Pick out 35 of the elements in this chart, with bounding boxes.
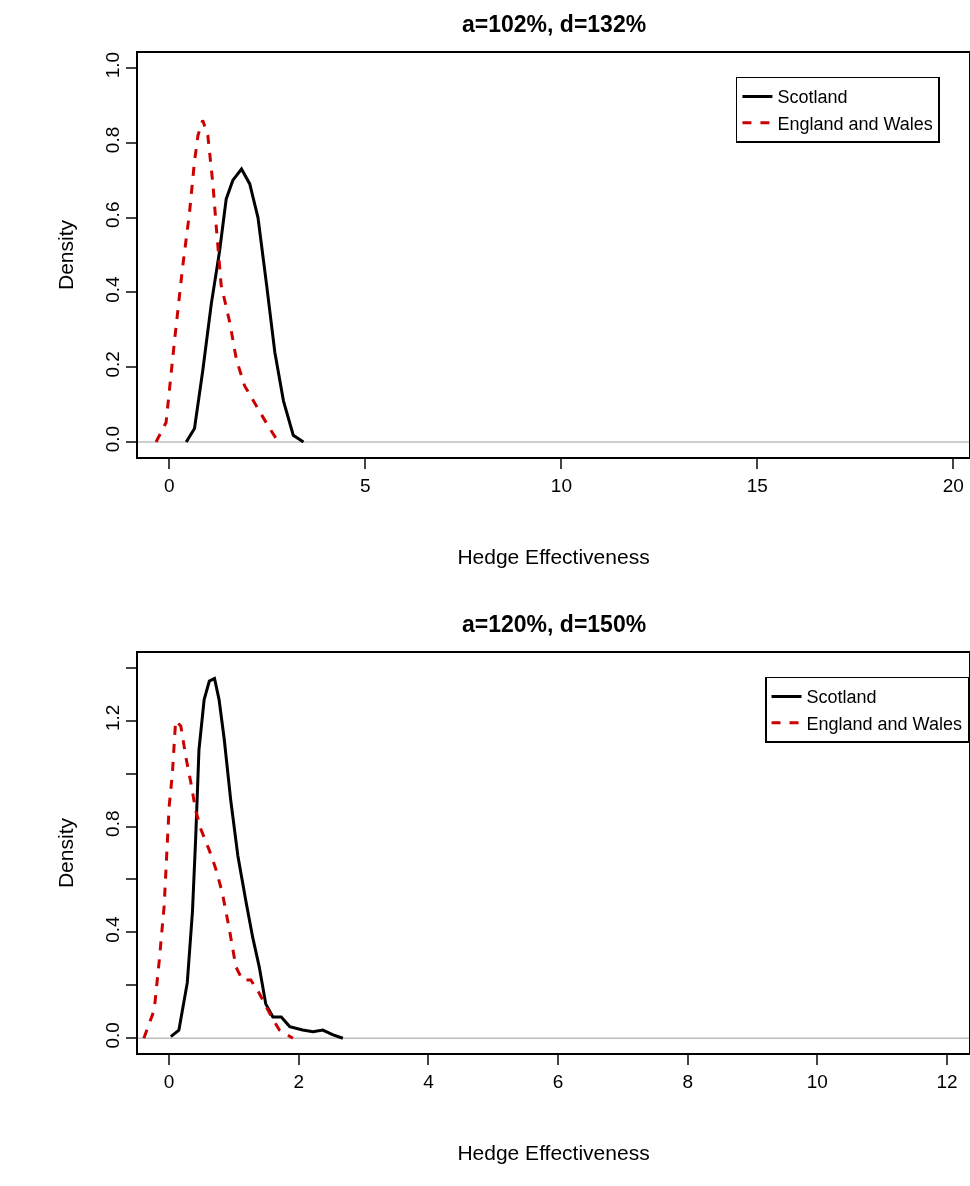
y-tick-label: 0.6 [101, 201, 123, 228]
legend-label: England and Wales [806, 713, 962, 734]
y-tick-label: 0.4 [101, 275, 123, 303]
y-tick-label: 0.0 [101, 1022, 123, 1049]
x-axis-title: Hedge Effectiveness [457, 1141, 650, 1165]
y-tick-label: 0.0 [101, 425, 123, 453]
legend-label: Scotland [777, 87, 848, 108]
y-tick-label: 1.2 [101, 704, 123, 732]
x-tick-label: 10 [806, 1070, 828, 1092]
legend-label: England and Wales [777, 113, 933, 134]
x-tick-label: 10 [550, 474, 572, 496]
x-tick-label: 6 [552, 1070, 564, 1092]
x-tick-label: 4 [423, 1070, 435, 1092]
x-tick-label: 12 [936, 1070, 958, 1092]
x-axis-title: Hedge Effectiveness [457, 545, 650, 569]
x-tick-label: 20 [942, 474, 964, 496]
x-tick-label: 2 [293, 1070, 305, 1092]
x-tick-label: 0 [163, 1070, 175, 1092]
y-tick-label: 0.4 [101, 915, 123, 943]
y-tick-label: 0.8 [101, 126, 123, 154]
x-tick-label: 15 [746, 474, 768, 496]
line-series [154, 118, 280, 444]
y-tick-label: 1.0 [101, 51, 123, 79]
line-series [184, 167, 305, 444]
y-axis-title: Density [54, 219, 78, 291]
line-series [169, 676, 345, 1040]
chart-title: a=102%, d=132% [462, 11, 647, 37]
x-tick-label: 5 [360, 474, 371, 496]
y-tick-label: 0.8 [101, 810, 123, 837]
x-tick-label: 0 [164, 474, 175, 496]
x-tick-label: 8 [682, 1070, 693, 1092]
chart-title: a=120%, d=150% [462, 611, 647, 637]
legend-label: Scotland [806, 687, 877, 708]
y-axis-title: Density [54, 817, 78, 889]
y-tick-label: 0.2 [101, 351, 123, 378]
